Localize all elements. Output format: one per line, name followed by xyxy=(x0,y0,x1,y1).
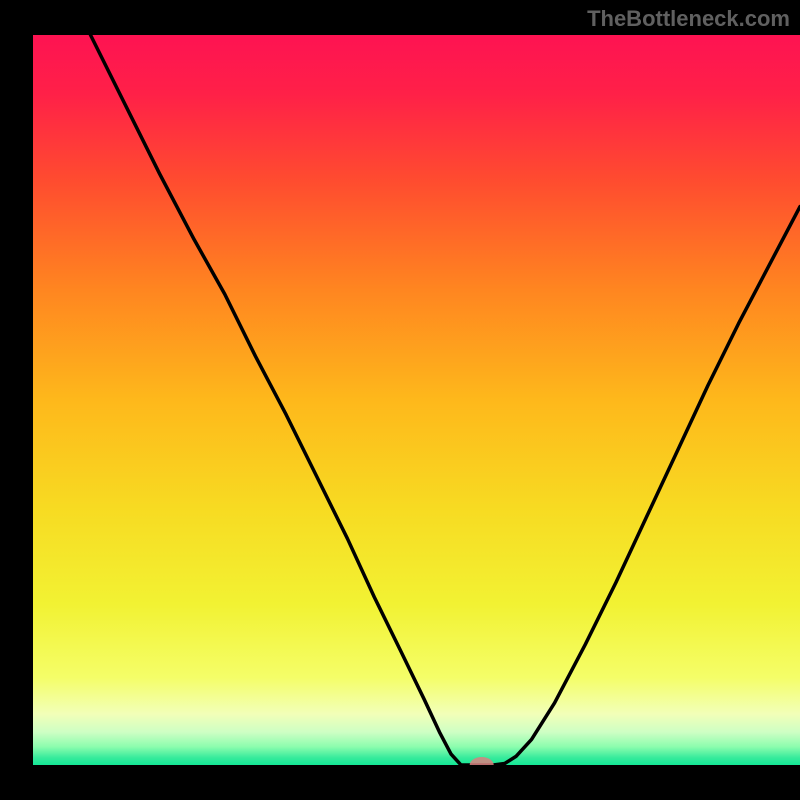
chart-background xyxy=(33,35,800,765)
frame-bottom xyxy=(0,765,800,800)
bottleneck-chart xyxy=(0,0,800,800)
frame-left xyxy=(0,0,33,800)
watermark-text: TheBottleneck.com xyxy=(587,6,790,32)
chart-container: { "meta": { "watermark": "TheBottleneck.… xyxy=(0,0,800,800)
